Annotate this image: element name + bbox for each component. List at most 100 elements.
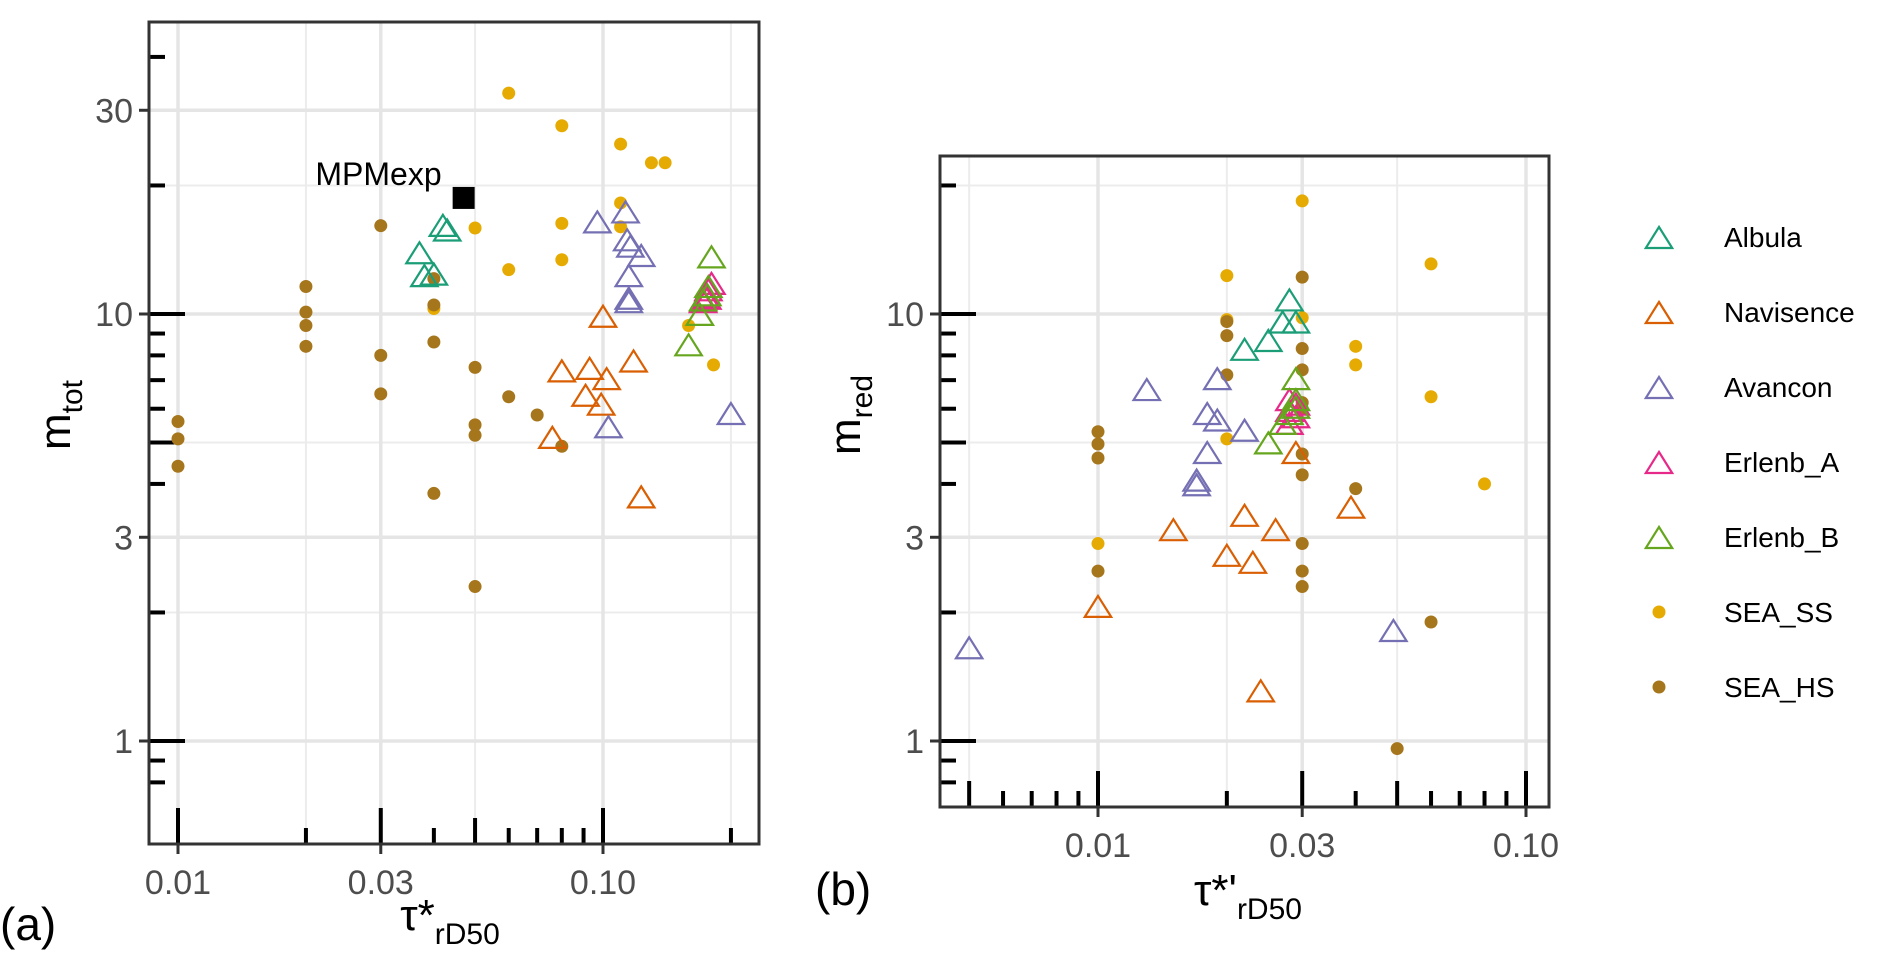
y-axis-title-sub: red (846, 375, 879, 418)
series-erlenb-b (673, 244, 727, 357)
x-tick-label: 0.03 (1269, 827, 1335, 865)
data-point-sea-hs (374, 219, 388, 233)
data-point-sea-hs (1295, 580, 1309, 594)
y-tick-label: 10 (886, 296, 924, 334)
plot-frame (938, 154, 1551, 809)
series-erlenb-b (1253, 366, 1312, 455)
data-point-sea-hs (374, 348, 388, 362)
data-point-avancon (1192, 439, 1223, 465)
data-point-sea-ss (614, 220, 628, 234)
y-tick-label: 10 (95, 296, 133, 334)
data-point-avancon (593, 414, 624, 439)
data-point-navisence (1082, 593, 1114, 618)
data-point-sea-hs (1091, 437, 1105, 451)
y-axis-title-sub: tot (56, 379, 89, 413)
data-point-albula (404, 240, 435, 265)
data-point-sea-hs (1295, 537, 1309, 551)
data-point-navisence (626, 484, 657, 509)
data-point-sea-hs (1424, 615, 1438, 629)
data-point-sea-ss (1220, 269, 1234, 283)
legend-item: Avancon (1643, 372, 1832, 403)
data-point-albula (1280, 309, 1312, 334)
data-point-albula (1229, 336, 1260, 361)
data-point-navisence (1280, 439, 1312, 465)
series-sea-ss (1091, 194, 1492, 551)
series-navisence (537, 303, 657, 509)
legend-key-navisence (1643, 299, 1675, 325)
data-point-erlenb-a (692, 285, 723, 310)
data-point-avancon (1202, 366, 1233, 391)
data-point-sea-hs (427, 335, 441, 349)
data-point-albula (1274, 287, 1305, 312)
data-point-sea-hs (468, 360, 482, 374)
data-point-albula (409, 263, 440, 288)
data-point-navisence (537, 424, 568, 449)
data-point-sea-ss (644, 156, 658, 170)
data-point-navisence (1229, 502, 1260, 527)
data-point-erlenb-b (1280, 394, 1312, 419)
legend-label: Navisence (1724, 297, 1855, 328)
x-axis-title: τ*rD50 (400, 891, 500, 951)
x-tick-label: 0.03 (348, 864, 414, 902)
legend-item: Albula (1643, 222, 1802, 253)
y-tick-label: 3 (114, 519, 133, 557)
data-point-sea-hs (1091, 451, 1105, 465)
series-avancon (953, 366, 1409, 660)
data-point-sea-ss (1424, 257, 1438, 271)
panel-tag-b: (b) (815, 863, 871, 915)
mpmexp-label: MPMexp (315, 156, 441, 192)
data-point-navisence (1237, 549, 1269, 574)
data-point-sea-hs (299, 339, 313, 353)
data-point-navisence (546, 358, 578, 383)
data-point-sea-hs (468, 418, 482, 432)
data-point-navisence (570, 382, 601, 407)
data-point-sea-ss (1091, 537, 1105, 551)
data-point-avancon (613, 289, 644, 314)
data-point-sea-hs (1295, 342, 1309, 356)
data-point-navisence (585, 391, 617, 416)
x-axis-title-main: τ*' (1194, 866, 1237, 915)
series-sea-hs (171, 219, 569, 594)
y-axis-title: mtot (31, 379, 89, 450)
data-point-sea-hs (1220, 329, 1234, 343)
data-point-sea-ss (502, 86, 516, 100)
data-point-avancon (582, 209, 613, 234)
series-navisence (1082, 439, 1367, 703)
data-point-sea-hs (530, 408, 544, 422)
data-point-avancon (1378, 617, 1409, 643)
data-point-sea-hs (171, 415, 185, 429)
data-point-sea-hs (171, 432, 185, 446)
data-point-navisence (1260, 517, 1291, 542)
data-point-navisence (618, 348, 649, 373)
legend-key-albula (1643, 224, 1675, 250)
data-point-sea-hs (1295, 564, 1309, 578)
data-point-albula (427, 212, 459, 237)
data-point-sea-hs (427, 486, 441, 500)
data-point-avancon (953, 635, 985, 660)
legend-key-sea-hs (1652, 680, 1666, 694)
y-tick-label: 30 (95, 92, 133, 130)
data-point-sea-ss (468, 221, 482, 235)
data-point-sea-hs (299, 305, 313, 319)
data-point-sea-ss (1295, 194, 1309, 208)
legend-item: Erlenb_B (1643, 522, 1839, 553)
legend-key-erlenb-b (1643, 524, 1675, 550)
y-axis-title-main: m (31, 413, 80, 450)
data-point-sea-hs (1295, 468, 1309, 482)
x-axis-title-main: τ* (400, 891, 435, 940)
data-point-albula (418, 261, 450, 286)
series-albula (404, 212, 463, 288)
data-point-erlenb-b (1280, 387, 1312, 412)
data-point-albula (432, 217, 463, 242)
data-point-sea-hs (171, 459, 185, 473)
data-point-sea-ss (707, 358, 721, 372)
data-point-avancon (1229, 417, 1260, 442)
data-point-sea-hs (468, 428, 482, 442)
data-point-sea-ss (1478, 477, 1492, 491)
x-tick-label: 0.10 (1493, 827, 1559, 865)
plot-frame (147, 20, 761, 846)
legend-key-erlenb-a (1643, 449, 1675, 475)
data-point-sea-hs (1349, 482, 1363, 496)
data-point-sea-ss (658, 156, 672, 170)
